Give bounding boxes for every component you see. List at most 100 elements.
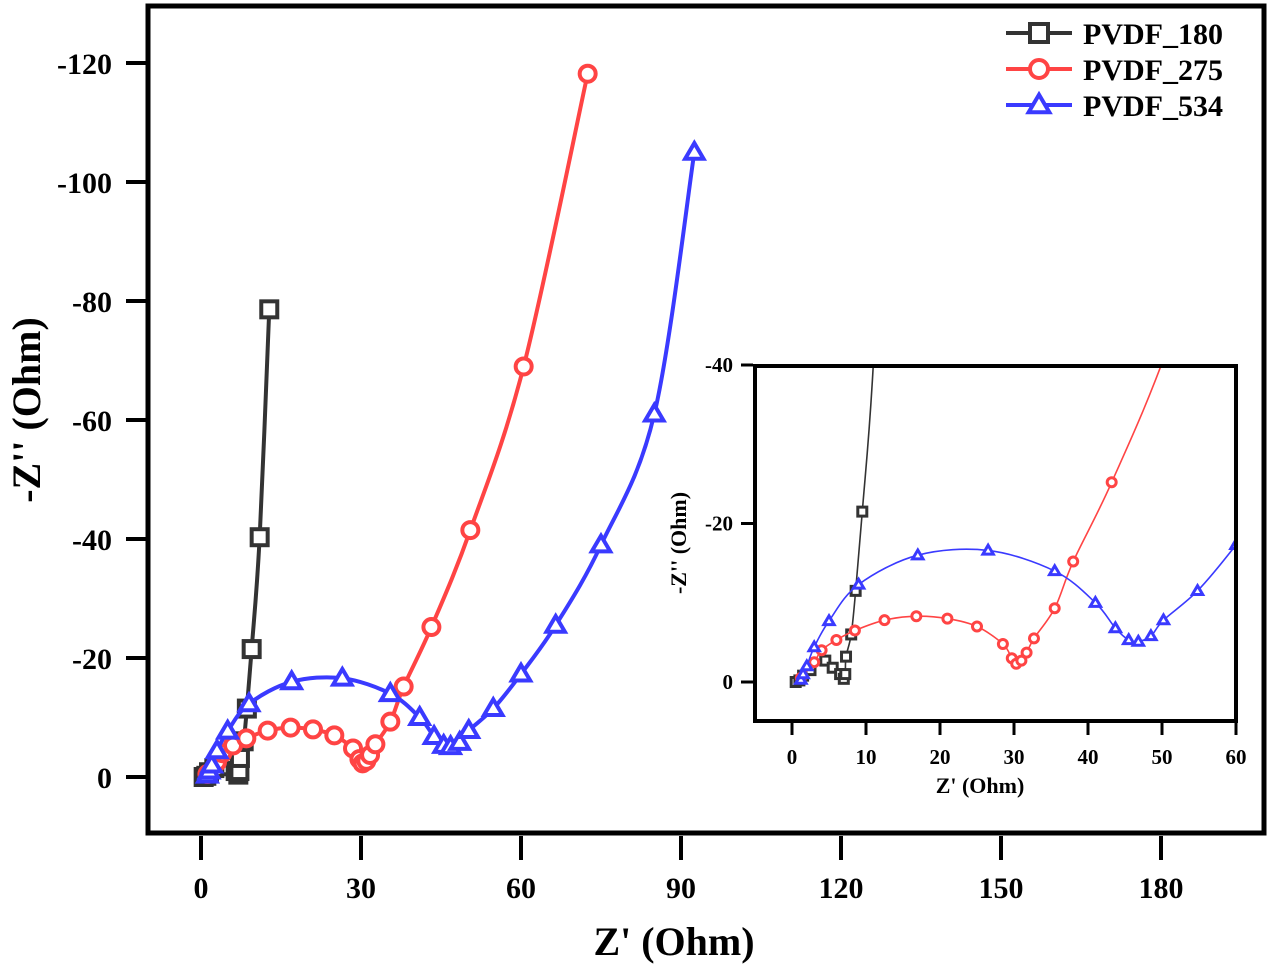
main-data-point — [329, 665, 356, 687]
main-x-axis: 0 30 60 90 120 150 180 — [194, 836, 1184, 905]
main-data-point — [241, 639, 262, 660]
inset-data-point — [1048, 602, 1061, 615]
inset-data-point — [1155, 612, 1172, 626]
inset-plot: 0 10 20 30 40 50 60 0 -20 -40 Z' (Ohm) -Z'' (Ohm… — [666, 353, 1247, 798]
inset-data-point — [856, 505, 869, 518]
main-data-point — [214, 718, 241, 740]
main-x-tick-label: 180 — [1139, 872, 1184, 905]
legend-label: PVDF_275 — [1083, 54, 1223, 87]
legend-square-marker-icon — [1028, 22, 1050, 44]
legend-item: PVDF_534 — [1006, 90, 1223, 123]
inset-data-point — [839, 668, 852, 681]
legend-label: PVDF_534 — [1083, 90, 1223, 123]
inset-plot-frame-border — [753, 364, 1238, 723]
inset-data-point — [1067, 555, 1080, 568]
inset-data-point — [819, 654, 832, 667]
main-x-tick-label: 60 — [506, 872, 536, 905]
inset-x-tick-label: 50 — [1152, 745, 1173, 769]
main-data-point — [456, 717, 482, 740]
main-data-point — [324, 725, 345, 746]
inset-data-point — [840, 650, 853, 663]
main-data-point — [365, 734, 386, 755]
main-data-point — [588, 531, 614, 554]
main-data-point — [421, 723, 447, 745]
inset-data-point — [1015, 654, 1028, 667]
inset-y-axis: 0 -20 -40 — [705, 353, 753, 694]
inset-data-point — [826, 661, 839, 674]
main-y-axis-title: -Z'' (Ohm) — [4, 317, 49, 503]
main-data-point — [278, 668, 305, 691]
main-plot-frame — [145, 3, 1267, 836]
inset-series-pvdf-534 — [793, 540, 1234, 685]
main-y-tick-label: -60 — [72, 405, 112, 438]
inset-data-point — [799, 658, 815, 672]
inset-data-point — [1228, 540, 1234, 551]
main-data-point — [204, 737, 230, 760]
inset-x-tick-label: 30 — [1004, 745, 1025, 769]
inset-y-axis-title: -Z'' (Ohm) — [666, 492, 691, 594]
inset-data-point — [1020, 646, 1033, 659]
main-series-pvdf-534 — [194, 139, 708, 784]
main-data-point — [542, 612, 569, 634]
inset-x-tick-label: 40 — [1078, 745, 1099, 769]
main-data-point — [249, 527, 270, 548]
inset-data-point — [850, 576, 867, 590]
inset-data-point — [1046, 562, 1063, 577]
inset-data-point — [830, 633, 843, 646]
main-data-point — [681, 139, 708, 161]
inset-data-point — [971, 620, 983, 633]
inset-data-point — [910, 547, 926, 561]
main-data-point — [421, 617, 442, 638]
main-x-tick-label: 90 — [666, 872, 696, 905]
main-data-point — [380, 711, 401, 732]
inset-data-point — [795, 665, 811, 680]
main-series-pvdf-275 — [197, 63, 598, 785]
inset-data-point — [941, 612, 954, 625]
main-series-pvdf-180 — [193, 299, 280, 787]
inset-x-tick-label: 20 — [930, 745, 951, 769]
inset-series-group — [789, 368, 1234, 688]
main-series-line — [205, 151, 697, 776]
main-data-point — [259, 299, 280, 320]
main-y-tick-label: -80 — [72, 286, 112, 319]
legend-label: PVDF_180 — [1083, 18, 1223, 51]
main-y-tick-label: -100 — [57, 167, 112, 200]
inset-data-point — [806, 638, 822, 653]
main-plot: 0 30 60 90 120 150 180 0 -20 -40 -60 -80 -100 -120 Z… — [4, 3, 1267, 964]
inset-data-point — [1107, 619, 1124, 634]
main-y-tick-label: 0 — [97, 762, 112, 795]
inset-y-tick-label: -40 — [705, 353, 733, 377]
main-x-tick-label: 150 — [979, 872, 1024, 905]
inset-x-tick-label: 0 — [787, 745, 798, 769]
main-data-point — [513, 356, 534, 377]
inset-data-point — [1120, 631, 1137, 646]
inset-data-point — [1087, 594, 1104, 608]
inset-data-point — [1027, 632, 1040, 645]
main-data-point — [406, 704, 433, 726]
inset-data-point — [980, 542, 996, 556]
inset-data-point — [848, 624, 861, 637]
main-data-point — [236, 728, 257, 749]
inset-y-tick-label: 0 — [723, 670, 734, 694]
inset-data-point — [878, 614, 891, 627]
inset-data-point — [1130, 633, 1147, 647]
main-x-axis-title: Z' (Ohm) — [593, 919, 754, 964]
main-data-point — [303, 719, 323, 740]
legend-triangle-marker-icon — [1025, 90, 1053, 115]
main-y-tick-label: -20 — [72, 643, 112, 676]
inset-y-tick-label: -20 — [705, 512, 733, 536]
inset-data-point — [1105, 476, 1118, 489]
legend-item: PVDF_180 — [1006, 18, 1223, 51]
main-x-tick-label: 30 — [346, 872, 376, 905]
main-data-point — [641, 400, 668, 423]
inset-x-tick-label: 10 — [856, 745, 877, 769]
main-x-tick-label: 120 — [819, 872, 864, 905]
main-data-point — [393, 676, 414, 697]
inset-x-axis: 0 10 20 30 40 50 60 — [787, 723, 1247, 769]
main-series-group — [193, 63, 708, 787]
inset-x-tick-label: 60 — [1226, 745, 1247, 769]
main-data-point — [377, 680, 404, 703]
main-data-point — [577, 63, 598, 84]
